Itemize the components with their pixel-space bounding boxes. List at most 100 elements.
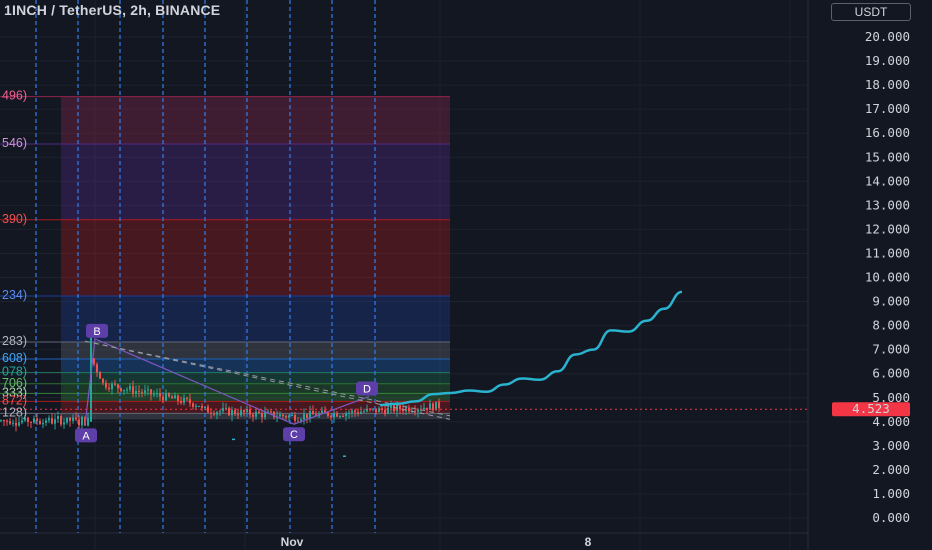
fib-zone[interactable] bbox=[61, 359, 450, 373]
candle-body bbox=[327, 412, 329, 416]
candle-body bbox=[135, 390, 137, 394]
marker-dot bbox=[343, 455, 346, 457]
candle-body bbox=[189, 399, 191, 404]
candle-body bbox=[282, 414, 284, 417]
candle-body bbox=[117, 384, 119, 389]
fib-zone[interactable] bbox=[61, 96, 450, 145]
candle-body bbox=[81, 416, 83, 426]
candle-body bbox=[273, 411, 275, 418]
candle-body bbox=[429, 403, 431, 410]
point-label-a[interactable]: A bbox=[75, 428, 97, 443]
candle-body bbox=[24, 417, 26, 421]
candle-body bbox=[285, 416, 287, 418]
candle-body bbox=[21, 420, 23, 423]
fib-zone[interactable] bbox=[61, 296, 450, 342]
candle-body bbox=[66, 417, 68, 423]
candle-body bbox=[222, 408, 224, 412]
candle-body bbox=[354, 410, 356, 413]
candle-body bbox=[114, 383, 116, 385]
candle-body bbox=[180, 400, 182, 403]
candle-body bbox=[123, 389, 125, 392]
fib-zone[interactable] bbox=[61, 144, 450, 220]
candle-body bbox=[120, 388, 122, 392]
chart-grid bbox=[0, 0, 809, 550]
candle-body bbox=[375, 408, 377, 413]
point-label-text: B bbox=[93, 326, 100, 338]
point-label-b[interactable]: B bbox=[86, 323, 108, 338]
candle-body bbox=[330, 415, 332, 418]
point-label-d[interactable]: D bbox=[356, 381, 378, 396]
candle-body bbox=[252, 414, 254, 417]
fib-level-labels: 496) 546) 390) 234) 283) 608)078)706)333)872)… bbox=[2, 89, 27, 420]
fib-level-label: 333) bbox=[2, 385, 27, 399]
candle-body bbox=[297, 420, 299, 422]
point-label-badge[interactable] bbox=[86, 323, 108, 338]
candle-body bbox=[357, 412, 359, 414]
abcd-lines[interactable] bbox=[84, 337, 370, 426]
candle-body bbox=[192, 403, 194, 407]
fib-zone[interactable] bbox=[61, 219, 450, 297]
point-label-c[interactable]: C bbox=[283, 427, 305, 442]
candle-body bbox=[345, 413, 347, 417]
candle-body bbox=[279, 414, 281, 417]
candle-body bbox=[324, 410, 326, 413]
fibonacci-zones[interactable] bbox=[0, 96, 450, 420]
fib-zone[interactable] bbox=[61, 393, 450, 402]
candle-body bbox=[225, 407, 227, 409]
candle-body bbox=[183, 397, 185, 403]
candle-body bbox=[249, 409, 251, 415]
candle-body bbox=[255, 411, 257, 417]
candle-body bbox=[111, 383, 113, 390]
fib-level-label: 128) bbox=[2, 405, 27, 419]
candle-body bbox=[15, 422, 17, 426]
point-label-badge[interactable] bbox=[283, 427, 305, 442]
candle-body bbox=[291, 414, 293, 416]
point-label-text: C bbox=[290, 429, 298, 441]
y-tick-label: 3.000 bbox=[872, 438, 910, 453]
fib-level-label: 390) bbox=[2, 212, 27, 226]
y-tick-label: 2.000 bbox=[872, 462, 910, 477]
candle-body bbox=[168, 393, 170, 397]
candle-body bbox=[171, 396, 173, 399]
candle-body bbox=[6, 420, 8, 422]
y-tick-label: 18.000 bbox=[865, 77, 910, 92]
candle-body bbox=[201, 405, 203, 408]
candle-body bbox=[300, 419, 302, 421]
currency-selector[interactable]: USDT bbox=[831, 3, 911, 21]
candle-body bbox=[390, 405, 392, 408]
fib-level-label: 283) bbox=[2, 334, 27, 348]
candle-body bbox=[63, 422, 65, 425]
candle-body bbox=[378, 408, 380, 413]
price-axis[interactable]: 0.000 1.000 2.000 3.000 4.000 5.000 6.000 7.000… bbox=[281, 29, 910, 549]
point-label-badge[interactable] bbox=[75, 428, 97, 443]
candle-body bbox=[288, 415, 290, 418]
candle-body bbox=[210, 412, 212, 414]
candle-body bbox=[195, 405, 197, 407]
point-label-badge[interactable] bbox=[356, 381, 378, 396]
candle-body bbox=[54, 419, 56, 424]
candle-body bbox=[237, 414, 239, 416]
cycle-lines[interactable] bbox=[35, 0, 376, 533]
fib-zone[interactable] bbox=[61, 341, 450, 360]
fib-zone[interactable] bbox=[61, 383, 450, 394]
candle-body bbox=[234, 410, 236, 415]
y-tick-label: 19.000 bbox=[865, 53, 910, 68]
candle-body bbox=[57, 416, 59, 420]
candle-body bbox=[48, 417, 50, 421]
projected-price-path[interactable] bbox=[379, 290, 683, 407]
y-tick-label: 6.000 bbox=[872, 366, 910, 381]
candle-body bbox=[69, 417, 71, 421]
candle-body bbox=[321, 410, 323, 414]
candle-body bbox=[60, 416, 62, 425]
candle-body bbox=[186, 397, 188, 400]
pattern-point-labels[interactable]: A B C D bbox=[75, 323, 378, 443]
candle-body bbox=[39, 421, 41, 425]
projection-path[interactable] bbox=[232, 290, 683, 457]
candle-body bbox=[312, 410, 314, 415]
candle-body bbox=[78, 419, 80, 426]
candle-body bbox=[12, 422, 14, 424]
candle-body bbox=[42, 422, 44, 425]
candle-body bbox=[45, 420, 47, 423]
candle-body bbox=[240, 410, 242, 416]
